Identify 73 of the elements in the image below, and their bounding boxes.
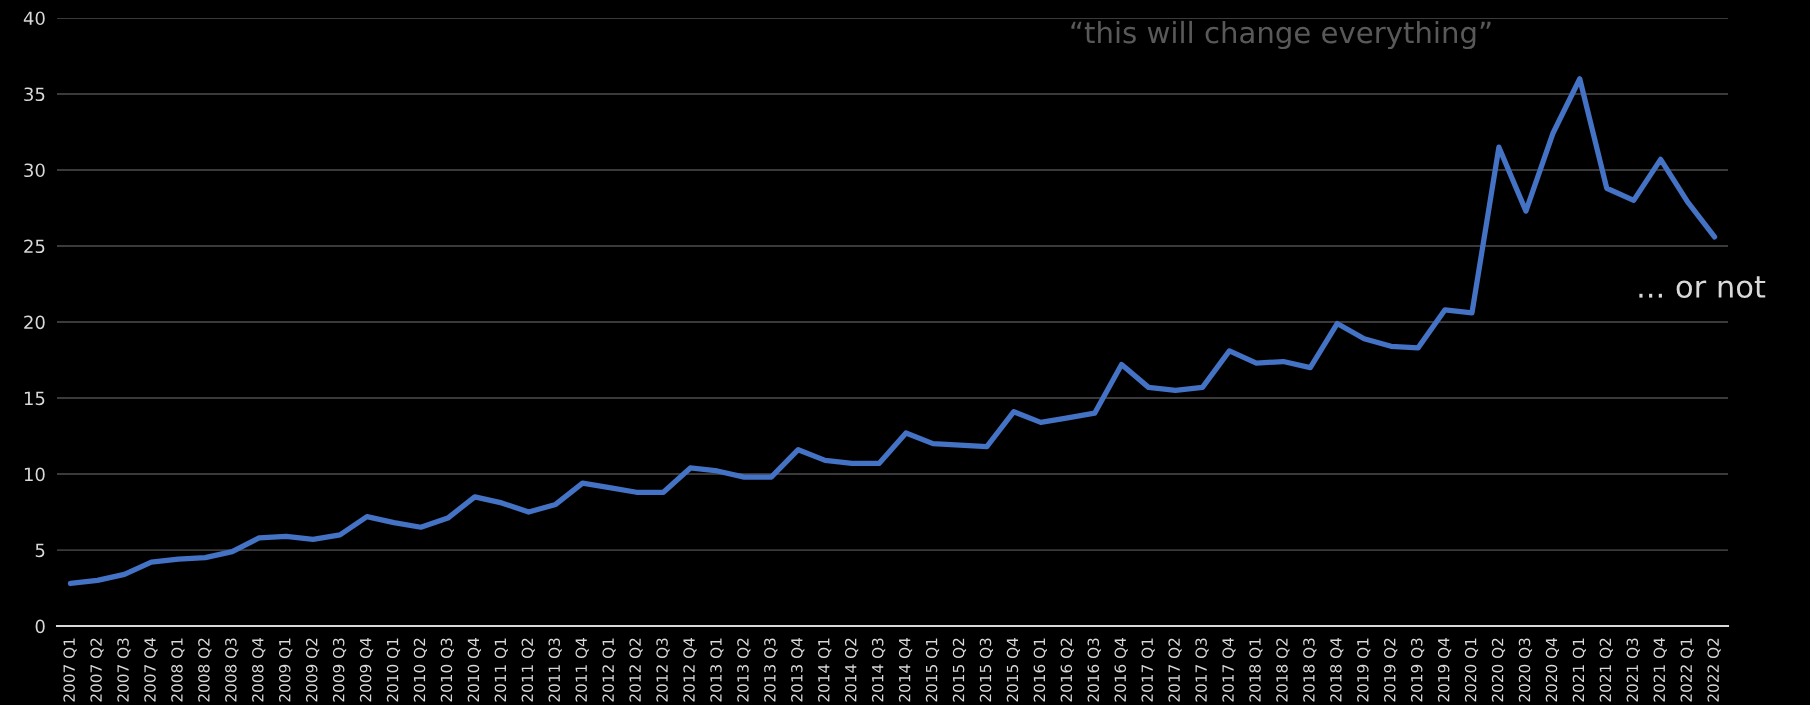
x-tick-label: 2013 Q3 bbox=[764, 638, 778, 702]
y-tick-label: 15 bbox=[24, 391, 45, 406]
y-tick-label: 25 bbox=[24, 239, 45, 254]
x-tick-label: 2010 Q4 bbox=[467, 638, 481, 702]
x-tick-label: 2013 Q1 bbox=[710, 638, 724, 702]
x-tick-label: 2018 Q3 bbox=[1303, 638, 1317, 702]
x-tick-label: 2012 Q3 bbox=[656, 638, 670, 702]
x-tick-label: 2011 Q4 bbox=[575, 638, 589, 702]
x-tick-label: 2020 Q3 bbox=[1518, 638, 1533, 702]
x-tick-label: 2021 Q2 bbox=[1599, 638, 1613, 702]
x-tick-label: 2008 Q4 bbox=[252, 638, 266, 702]
y-tick-label: 30 bbox=[24, 163, 45, 178]
x-tick-label: 2012 Q1 bbox=[602, 638, 616, 702]
x-tick-label: 2010 Q2 bbox=[413, 638, 428, 702]
x-tick-label: 2013 Q2 bbox=[737, 638, 751, 702]
x-tick-label: 2022 Q2 bbox=[1707, 638, 1721, 702]
x-tick-label: 2013 Q4 bbox=[791, 638, 805, 702]
x-tick-label: 2021 Q3 bbox=[1626, 638, 1640, 702]
x-tick-label: 2007 Q4 bbox=[144, 638, 158, 702]
x-tick-label: 2008 Q1 bbox=[171, 638, 185, 702]
x-tick-label: 2014 Q1 bbox=[818, 638, 832, 702]
y-tick-label: 5 bbox=[35, 543, 45, 558]
x-tick-label: 2018 Q4 bbox=[1330, 638, 1344, 702]
y-tick-label: 40 bbox=[23, 11, 45, 26]
x-tick-label: 2007 Q2 bbox=[90, 638, 104, 702]
x-tick-label: 2020 Q2 bbox=[1491, 638, 1506, 702]
x-tick-label: 2011 Q1 bbox=[494, 638, 508, 702]
x-tick-label: 2017 Q2 bbox=[1168, 638, 1182, 702]
x-tick-label: 2019 Q2 bbox=[1383, 638, 1398, 702]
x-tick-label: 2019 Q1 bbox=[1357, 638, 1371, 702]
y-tick-label: 20 bbox=[24, 315, 45, 330]
y-tick-label: 35 bbox=[24, 87, 45, 102]
x-tick-label: 2015 Q4 bbox=[1006, 638, 1020, 702]
x-tick-label: 2012 Q2 bbox=[629, 638, 643, 702]
x-tick-label: 2016 Q3 bbox=[1087, 638, 1101, 702]
x-tick-label: 2019 Q4 bbox=[1437, 638, 1452, 702]
x-tick-label: 2008 Q2 bbox=[198, 638, 212, 702]
x-tick-label: 2009 Q2 bbox=[305, 638, 320, 702]
x-tick-label: 2015 Q2 bbox=[952, 638, 967, 702]
x-tick-label: 2020 Q1 bbox=[1464, 638, 1479, 702]
x-tick-label: 2021 Q4 bbox=[1653, 638, 1667, 702]
x-tick-label: 2017 Q1 bbox=[1141, 638, 1155, 702]
x-tick-label: 2008 Q3 bbox=[225, 638, 239, 702]
x-tick-label: 2009 Q4 bbox=[359, 638, 374, 702]
x-tick-label: 2007 Q3 bbox=[117, 638, 131, 702]
x-tick-label: 2014 Q4 bbox=[898, 638, 913, 702]
annotation: ... or not bbox=[1639, 276, 1766, 299]
x-tick-label: 2022 Q1 bbox=[1680, 638, 1694, 702]
x-tick-label: 2016 Q2 bbox=[1060, 638, 1074, 702]
x-tick-label: 2018 Q2 bbox=[1276, 638, 1290, 702]
x-tick-label: 2016 Q1 bbox=[1033, 638, 1047, 702]
x-tick-label: 2016 Q4 bbox=[1114, 638, 1128, 702]
x-tick-label: 2011 Q3 bbox=[548, 638, 562, 702]
y-tick-label: 10 bbox=[24, 467, 45, 482]
x-tick-label: 2007 Q1 bbox=[63, 638, 77, 702]
y-tick-label: 0 bbox=[35, 619, 45, 634]
x-tick-label: 2020 Q4 bbox=[1545, 638, 1560, 702]
x-tick-label: 2010 Q3 bbox=[440, 638, 454, 702]
x-tick-label: 2015 Q1 bbox=[925, 638, 940, 702]
x-tick-label: 2019 Q3 bbox=[1410, 638, 1425, 702]
x-tick-label: 2012 Q4 bbox=[683, 638, 697, 702]
x-tick-label: 2009 Q3 bbox=[332, 638, 347, 702]
x-tick-label: 2017 Q4 bbox=[1222, 638, 1236, 702]
x-tick-label: 2014 Q3 bbox=[871, 638, 886, 702]
x-tick-label: 2011 Q2 bbox=[521, 638, 535, 702]
x-tick-label: 2018 Q1 bbox=[1249, 638, 1263, 702]
x-tick-label: 2021 Q1 bbox=[1572, 638, 1586, 702]
annotation: “this will change everything” bbox=[1071, 20, 1491, 50]
x-tick-label: 2017 Q3 bbox=[1195, 638, 1209, 702]
x-tick-label: 2015 Q3 bbox=[979, 638, 994, 702]
x-tick-label: 2014 Q2 bbox=[844, 638, 859, 702]
x-tick-label: 2009 Q1 bbox=[278, 638, 293, 702]
x-tick-label: 2010 Q1 bbox=[386, 638, 401, 702]
